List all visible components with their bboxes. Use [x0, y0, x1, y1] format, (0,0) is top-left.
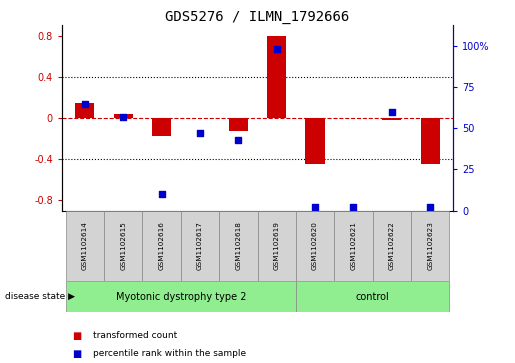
Point [388, 109, 396, 115]
Bar [229, 118, 248, 131]
Text: Myotonic dystrophy type 2: Myotonic dystrophy type 2 [115, 292, 246, 302]
Text: control: control [356, 292, 389, 302]
Point [119, 114, 127, 120]
Bar [373, 211, 411, 281]
Bar [114, 114, 133, 118]
Bar [296, 281, 450, 312]
Text: ■: ■ [72, 349, 81, 359]
Text: GSM1102623: GSM1102623 [427, 221, 433, 270]
Text: GSM1102617: GSM1102617 [197, 221, 203, 270]
Bar [305, 118, 324, 164]
Bar [152, 118, 171, 136]
Text: transformed count: transformed count [93, 331, 177, 340]
Bar [75, 102, 94, 118]
Point [311, 204, 319, 210]
Point [196, 130, 204, 136]
Bar [142, 211, 181, 281]
Bar [382, 118, 401, 120]
Bar [219, 211, 258, 281]
Bar [65, 281, 296, 312]
Text: GSM1102621: GSM1102621 [350, 221, 356, 270]
Point [234, 137, 243, 143]
Bar [296, 211, 334, 281]
Text: GSM1102620: GSM1102620 [312, 221, 318, 270]
Text: percentile rank within the sample: percentile rank within the sample [93, 350, 246, 358]
Text: GSM1102615: GSM1102615 [120, 221, 126, 270]
Point [81, 101, 89, 106]
Bar [267, 36, 286, 118]
Text: GSM1102616: GSM1102616 [159, 221, 165, 270]
Text: ■: ■ [72, 331, 81, 341]
Text: GSM1102618: GSM1102618 [235, 221, 242, 270]
Bar [258, 211, 296, 281]
Bar [181, 211, 219, 281]
Point [272, 46, 281, 52]
Bar [65, 211, 104, 281]
Bar [421, 118, 440, 164]
Bar [104, 211, 142, 281]
Point [349, 204, 357, 210]
Point [426, 204, 434, 210]
Bar [334, 211, 373, 281]
Text: disease state ▶: disease state ▶ [5, 292, 75, 301]
Text: GSM1102622: GSM1102622 [389, 221, 395, 270]
Title: GDS5276 / ILMN_1792666: GDS5276 / ILMN_1792666 [165, 11, 350, 24]
Text: GSM1102614: GSM1102614 [82, 221, 88, 270]
Bar [411, 211, 450, 281]
Point [158, 191, 166, 197]
Text: GSM1102619: GSM1102619 [273, 221, 280, 270]
